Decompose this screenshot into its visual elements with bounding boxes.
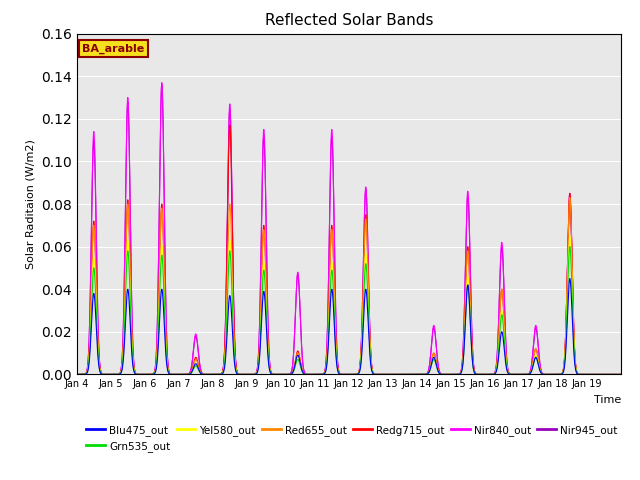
Nir840_out [525,371,532,377]
Yel580_out [186,371,193,377]
Nir840_out [73,372,81,377]
Red655_out [525,371,532,377]
Yel580_out [566,233,573,239]
Nir945_out [525,371,532,377]
Line: Blu475_out: Blu475_out [77,278,621,374]
Line: Nir945_out: Nir945_out [77,85,621,374]
Nir945_out [186,370,193,376]
Red655_out [73,372,81,377]
Nir840_out [498,240,506,246]
Blu475_out [369,371,377,376]
Nir840_out [539,371,547,377]
Blu475_out [566,276,573,281]
Yel580_out [369,370,377,376]
Nir840_out [158,80,166,85]
Grn535_out [398,372,406,377]
Nir945_out [73,372,81,377]
Red655_out [617,372,625,377]
Nir840_out [617,372,625,377]
Nir945_out [617,372,625,377]
Nir945_out [539,371,547,377]
Grn535_out [617,372,625,377]
Redg715_out [226,122,234,128]
Redg715_out [617,372,625,377]
Grn535_out [539,371,547,377]
Y-axis label: Solar Raditaion (W/m2): Solar Raditaion (W/m2) [26,139,35,269]
Title: Reflected Solar Bands: Reflected Solar Bands [264,13,433,28]
Nir945_out [158,82,166,88]
Nir840_out [398,372,406,377]
Nir840_out [186,370,193,376]
Text: BA_arable: BA_arable [82,44,145,54]
Red655_out [566,195,573,201]
Blu475_out [73,372,81,377]
Grn535_out [369,370,377,376]
Line: Red655_out: Red655_out [77,198,621,374]
Red655_out [186,371,193,377]
Redg715_out [498,287,506,292]
Nir945_out [398,372,406,377]
Line: Nir840_out: Nir840_out [77,83,621,374]
Blu475_out [186,371,193,377]
Blu475_out [617,372,625,377]
Yel580_out [617,372,625,377]
Redg715_out [186,371,193,377]
Yel580_out [539,371,547,377]
Yel580_out [398,372,406,377]
Red655_out [498,287,506,292]
Yel580_out [525,372,532,377]
Line: Yel580_out: Yel580_out [77,236,621,374]
Nir945_out [369,370,377,375]
Line: Redg715_out: Redg715_out [77,125,621,374]
Red655_out [398,372,406,377]
Grn535_out [186,371,193,377]
Redg715_out [73,372,81,377]
Blu475_out [539,371,547,377]
Red655_out [369,370,377,375]
Grn535_out [498,312,506,318]
Grn535_out [566,244,573,250]
Legend: Blu475_out, Grn535_out, Yel580_out, Red655_out, Redg715_out, Nir840_out, Nir945_: Blu475_out, Grn535_out, Yel580_out, Red6… [82,420,621,456]
Redg715_out [525,371,532,377]
Redg715_out [398,372,406,377]
Nir945_out [498,244,506,250]
Blu475_out [525,372,532,377]
Blu475_out [498,329,506,335]
Yel580_out [73,372,81,377]
Redg715_out [369,370,377,375]
Red655_out [539,371,547,377]
Grn535_out [525,372,532,377]
Line: Grn535_out: Grn535_out [77,247,621,374]
Redg715_out [539,371,547,377]
Grn535_out [73,372,81,377]
Nir840_out [369,370,377,375]
Yel580_out [498,308,506,313]
X-axis label: Time: Time [593,395,621,405]
Blu475_out [398,372,406,377]
